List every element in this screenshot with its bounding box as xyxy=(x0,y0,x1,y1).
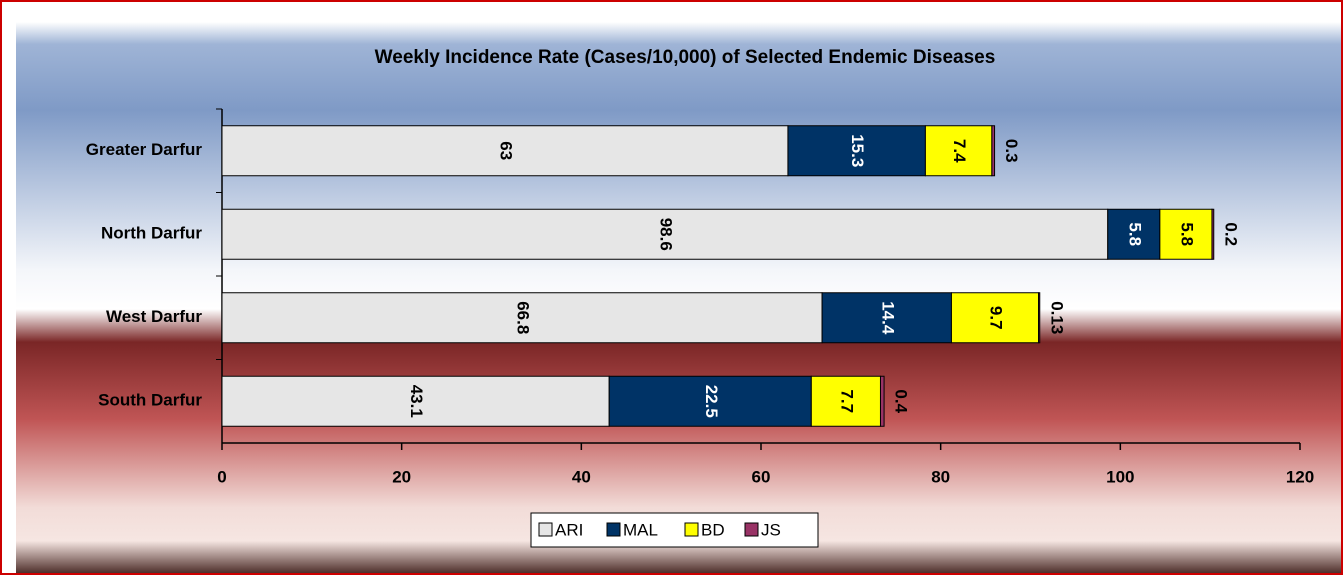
bar-segment xyxy=(221,208,1109,260)
x-tick-label: 20 xyxy=(392,467,411,486)
data-label: 66.8 xyxy=(514,301,533,334)
bar-segment xyxy=(787,125,926,177)
legend-swatch xyxy=(684,522,699,537)
data-label: 14.4 xyxy=(878,301,897,335)
bar-segment xyxy=(1211,208,1215,260)
data-label: 5.8 xyxy=(1177,222,1196,246)
data-label: 63 xyxy=(496,141,515,160)
legend-swatch xyxy=(606,522,621,537)
legend-box xyxy=(530,512,819,548)
data-label: 43.1 xyxy=(407,385,426,418)
data-label: 7.4 xyxy=(950,139,969,163)
x-tick-label: 40 xyxy=(572,467,591,486)
data-label: 0.13 xyxy=(1047,301,1066,334)
bar-segment xyxy=(608,375,812,427)
y-tick-label: North Darfur xyxy=(101,224,202,243)
legend-label: MAL xyxy=(623,520,658,539)
data-label: 0.2 xyxy=(1221,222,1240,246)
bar-segment xyxy=(810,375,881,427)
x-tick-label: 0 xyxy=(217,467,226,486)
x-tick-label: 80 xyxy=(931,467,950,486)
chart-title: Weekly Incidence Rate (Cases/10,000) of … xyxy=(375,47,996,68)
y-tick-label: South Darfur xyxy=(98,391,202,410)
data-label: 5.8 xyxy=(1125,222,1144,246)
x-tick-label: 60 xyxy=(752,467,771,486)
bar-segment xyxy=(879,375,885,427)
data-label: 9.7 xyxy=(987,306,1006,330)
bar-segment xyxy=(991,125,996,177)
data-label: 0.4 xyxy=(892,389,911,413)
bar-segment xyxy=(1159,208,1213,260)
data-label: 7.7 xyxy=(837,389,856,413)
data-label: 22.5 xyxy=(702,385,721,418)
x-tick-label: 120 xyxy=(1286,467,1314,486)
y-tick-label: West Darfur xyxy=(106,307,202,326)
x-tick-label: 100 xyxy=(1106,467,1134,486)
legend-swatch xyxy=(538,522,553,537)
data-label: 0.3 xyxy=(1002,139,1021,163)
legend-label: JS xyxy=(761,520,781,539)
legend-label: BD xyxy=(701,520,725,539)
data-label: 15.3 xyxy=(848,134,867,167)
bar-segment xyxy=(221,292,823,344)
data-label: 98.6 xyxy=(656,218,675,251)
bar-segment xyxy=(221,125,789,177)
bar-segment xyxy=(924,125,993,177)
bar-segment xyxy=(821,292,952,344)
bar-segment xyxy=(1038,292,1041,344)
bar-segment xyxy=(221,375,610,427)
y-tick-label: Greater Darfur xyxy=(86,140,203,159)
legend-swatch xyxy=(744,522,759,537)
bar-segment xyxy=(1107,208,1161,260)
legend-label: ARI xyxy=(555,520,583,539)
bar-segment xyxy=(950,292,1040,344)
